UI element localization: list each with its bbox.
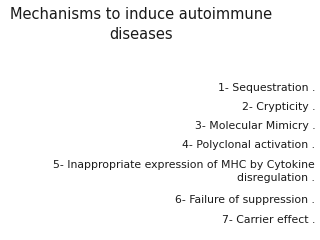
Text: 5- Inappropriate expression of MHC by Cytokine
disregulation .: 5- Inappropriate expression of MHC by Cy… bbox=[53, 160, 315, 183]
Text: 6- Failure of suppression .: 6- Failure of suppression . bbox=[175, 195, 315, 205]
Text: 3- Molecular Mimicry .: 3- Molecular Mimicry . bbox=[195, 121, 315, 131]
Text: 4- Polyclonal activation .: 4- Polyclonal activation . bbox=[182, 140, 315, 150]
Text: 2- Crypticity .: 2- Crypticity . bbox=[242, 102, 315, 112]
Text: Mechanisms to induce autoimmune
diseases: Mechanisms to induce autoimmune diseases bbox=[10, 7, 272, 42]
Text: 1- Sequestration .: 1- Sequestration . bbox=[218, 83, 315, 93]
Text: 7- Carrier effect .: 7- Carrier effect . bbox=[222, 215, 315, 225]
